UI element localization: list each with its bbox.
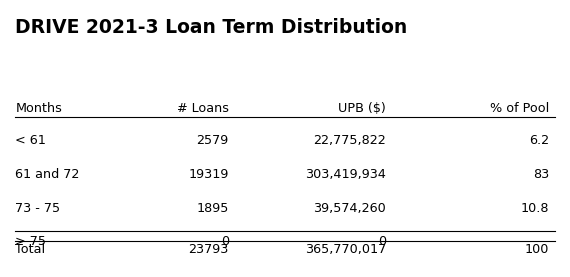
Text: 73 - 75: 73 - 75	[15, 202, 60, 215]
Text: 61 and 72: 61 and 72	[15, 168, 80, 181]
Text: 6.2: 6.2	[529, 134, 549, 147]
Text: 83: 83	[533, 168, 549, 181]
Text: UPB ($): UPB ($)	[339, 102, 386, 115]
Text: % of Pool: % of Pool	[490, 102, 549, 115]
Text: 0: 0	[378, 235, 386, 248]
Text: 1895: 1895	[197, 202, 229, 215]
Text: DRIVE 2021-3 Loan Term Distribution: DRIVE 2021-3 Loan Term Distribution	[15, 18, 408, 37]
Text: Total: Total	[15, 243, 46, 256]
Text: 10.8: 10.8	[520, 202, 549, 215]
Text: 39,574,260: 39,574,260	[314, 202, 386, 215]
Text: 2579: 2579	[197, 134, 229, 147]
Text: 0: 0	[221, 235, 229, 248]
Text: 100: 100	[524, 243, 549, 256]
Text: 303,419,934: 303,419,934	[305, 168, 386, 181]
Text: > 75: > 75	[15, 235, 46, 248]
Text: 19319: 19319	[189, 168, 229, 181]
Text: 22,775,822: 22,775,822	[314, 134, 386, 147]
Text: < 61: < 61	[15, 134, 46, 147]
Text: 365,770,017: 365,770,017	[305, 243, 386, 256]
Text: Months: Months	[15, 102, 62, 115]
Text: # Loans: # Loans	[177, 102, 229, 115]
Text: 23793: 23793	[189, 243, 229, 256]
